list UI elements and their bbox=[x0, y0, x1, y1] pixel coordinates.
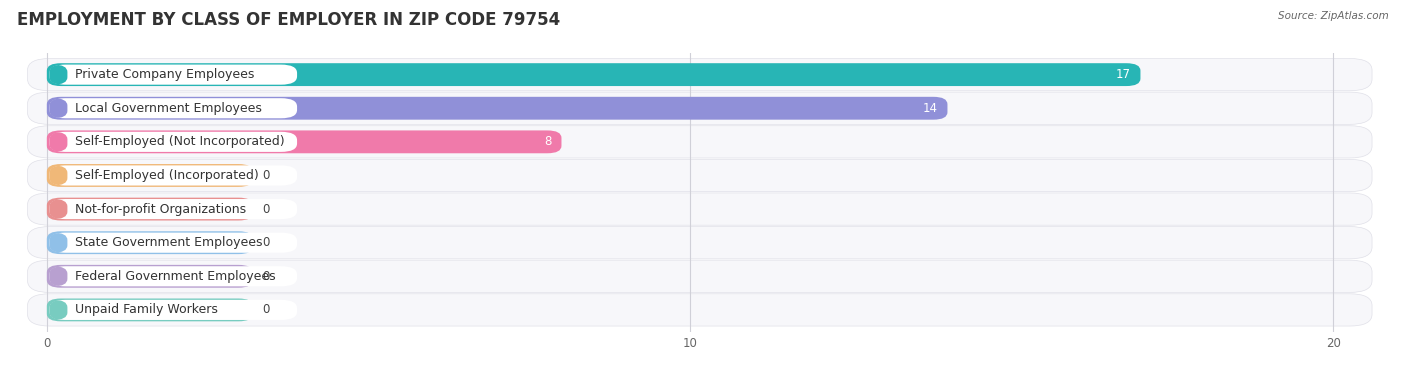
FancyBboxPatch shape bbox=[49, 64, 67, 85]
Text: 0: 0 bbox=[263, 202, 270, 216]
FancyBboxPatch shape bbox=[49, 132, 67, 152]
FancyBboxPatch shape bbox=[49, 199, 67, 219]
Text: Self-Employed (Incorporated): Self-Employed (Incorporated) bbox=[75, 169, 259, 182]
FancyBboxPatch shape bbox=[46, 265, 253, 288]
FancyBboxPatch shape bbox=[28, 227, 1372, 259]
FancyBboxPatch shape bbox=[49, 266, 297, 287]
Text: 14: 14 bbox=[922, 102, 938, 115]
FancyBboxPatch shape bbox=[49, 233, 67, 253]
FancyBboxPatch shape bbox=[28, 294, 1372, 326]
FancyBboxPatch shape bbox=[28, 260, 1372, 293]
Text: 0: 0 bbox=[263, 270, 270, 283]
Text: State Government Employees: State Government Employees bbox=[75, 236, 263, 249]
FancyBboxPatch shape bbox=[46, 231, 253, 254]
Text: 8: 8 bbox=[544, 135, 551, 149]
Text: Source: ZipAtlas.com: Source: ZipAtlas.com bbox=[1278, 11, 1389, 21]
FancyBboxPatch shape bbox=[28, 126, 1372, 158]
Text: Private Company Employees: Private Company Employees bbox=[75, 68, 254, 81]
FancyBboxPatch shape bbox=[49, 266, 67, 287]
FancyBboxPatch shape bbox=[28, 92, 1372, 124]
FancyBboxPatch shape bbox=[49, 300, 67, 320]
FancyBboxPatch shape bbox=[49, 98, 297, 118]
FancyBboxPatch shape bbox=[46, 299, 253, 321]
FancyBboxPatch shape bbox=[49, 166, 67, 185]
FancyBboxPatch shape bbox=[49, 98, 67, 118]
Text: 0: 0 bbox=[263, 303, 270, 316]
Text: Local Government Employees: Local Government Employees bbox=[75, 102, 262, 115]
FancyBboxPatch shape bbox=[28, 193, 1372, 225]
FancyBboxPatch shape bbox=[46, 164, 253, 187]
FancyBboxPatch shape bbox=[49, 199, 297, 219]
FancyBboxPatch shape bbox=[49, 300, 297, 320]
Text: Not-for-profit Organizations: Not-for-profit Organizations bbox=[75, 202, 246, 216]
FancyBboxPatch shape bbox=[46, 130, 561, 153]
FancyBboxPatch shape bbox=[28, 159, 1372, 192]
FancyBboxPatch shape bbox=[49, 64, 297, 85]
Text: Self-Employed (Not Incorporated): Self-Employed (Not Incorporated) bbox=[75, 135, 285, 149]
Text: Unpaid Family Workers: Unpaid Family Workers bbox=[75, 303, 218, 316]
Text: Federal Government Employees: Federal Government Employees bbox=[75, 270, 276, 283]
Text: 0: 0 bbox=[263, 169, 270, 182]
FancyBboxPatch shape bbox=[49, 132, 297, 152]
FancyBboxPatch shape bbox=[46, 97, 948, 120]
Text: 0: 0 bbox=[263, 236, 270, 249]
FancyBboxPatch shape bbox=[46, 63, 1140, 86]
Text: 17: 17 bbox=[1116, 68, 1130, 81]
FancyBboxPatch shape bbox=[49, 233, 297, 253]
FancyBboxPatch shape bbox=[49, 166, 297, 185]
Text: EMPLOYMENT BY CLASS OF EMPLOYER IN ZIP CODE 79754: EMPLOYMENT BY CLASS OF EMPLOYER IN ZIP C… bbox=[17, 11, 560, 29]
FancyBboxPatch shape bbox=[28, 58, 1372, 91]
FancyBboxPatch shape bbox=[46, 198, 253, 221]
